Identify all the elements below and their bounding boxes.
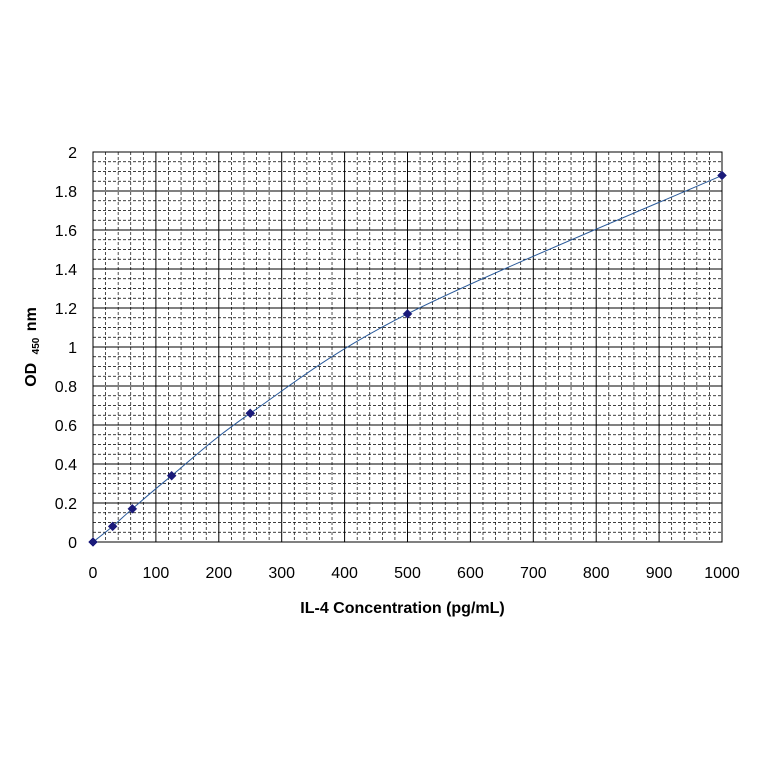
y-tick-label: 0.4 [55,457,77,474]
y-tick-label: 0 [68,535,77,552]
y-tick-label: 1.8 [55,184,77,201]
data-point-marker [127,503,138,514]
y-tick-label: 0.6 [55,418,77,435]
x-tick-label: 1000 [704,565,740,582]
y-tick-label: 1.4 [55,262,77,279]
plot-area-frame [92,151,723,543]
y-tick-label: 1.2 [55,301,77,318]
x-tick-label: 400 [331,565,358,582]
y-tick-label: 0.8 [55,379,77,396]
y-tick-label: 1.6 [55,223,77,240]
y-axis-title: OD 450 nm [23,307,43,387]
y-axis-title-suffix: nm [23,307,40,331]
y-tick-label: 2 [68,145,77,162]
x-tick-label: 800 [583,565,610,582]
y-axis-title-prefix: OD [23,363,40,387]
data-points [88,170,727,547]
x-tick-label: 0 [89,565,98,582]
series-curve [92,174,723,543]
y-axis-title-subscript: 450 [31,337,42,354]
x-axis-title: IL-4 Concentration (pg/mL) [300,600,504,617]
x-tick-label: 900 [646,565,673,582]
data-point-marker [166,470,177,481]
data-point-marker [717,170,727,181]
x-axis-tick-labels: 0 100 200 300 400 500 600 700 800 900 1000 [89,565,740,582]
major-gridlines [93,152,722,542]
data-point-marker [245,408,256,419]
x-tick-label: 100 [143,565,170,582]
data-point-marker [107,521,118,532]
x-tick-label: 500 [394,565,421,582]
x-tick-label: 200 [205,565,232,582]
y-tick-label: 0.2 [55,496,77,513]
y-axis-tick-labels: 0 0.2 0.4 0.6 0.8 1 1.2 1.4 1.6 1.8 2 [55,145,77,552]
data-point-marker [88,537,98,547]
x-tick-label: 700 [520,565,547,582]
y-tick-label: 1 [68,340,77,357]
x-tick-label: 300 [268,565,295,582]
data-point-marker [402,308,413,319]
x-tick-label: 600 [457,565,484,582]
